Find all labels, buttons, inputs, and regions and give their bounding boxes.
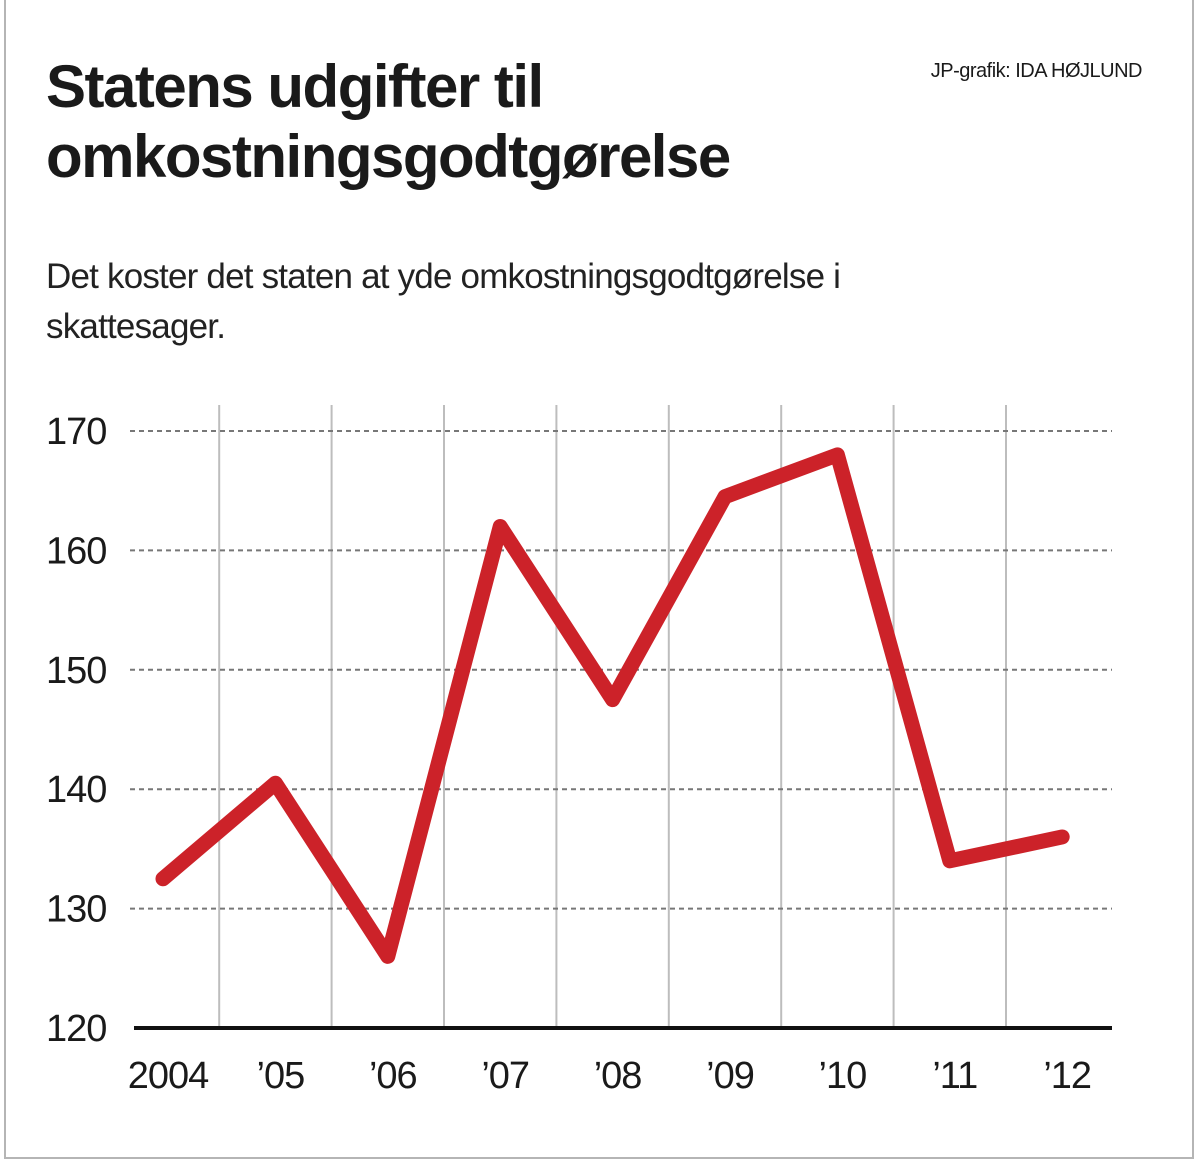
chart-frame [4,0,1194,1159]
series-group [155,447,1070,964]
series-line [155,447,1070,964]
y-tick-label: 150 [46,650,106,692]
x-tick-label: ’06 [369,1055,417,1097]
y-tick-label: 170 [46,411,106,453]
x-tick-label: ’11 [932,1055,977,1097]
y-tick-label: 160 [46,530,106,572]
x-tick-label: ’07 [481,1055,529,1097]
x-axis-tick-labels: 2004 ’05 ’06 ’07 ’08 ’09 ’10 ’11 ’12 [128,1055,1092,1097]
x-tick-label: ’08 [594,1055,642,1097]
x-tick-label: ’10 [819,1055,867,1097]
x-tick-label: ’12 [1043,1055,1091,1097]
x-tick-label: ’05 [257,1055,305,1097]
vertical-gridlines [218,405,1007,1028]
chart-subtitle: Det koster det staten at yde omkostnings… [46,257,841,346]
graphic-credit: JP-grafik: IDA HØJLUND [930,60,1143,82]
y-tick-label: 140 [46,769,106,811]
y-axis-tick-labels: 120 130 140 150 160 170 [46,411,107,1050]
y-tick-label: 130 [46,889,106,931]
page-title: Statens udgifter til omkostningsgodtgøre… [46,53,731,190]
x-tick-label: ’09 [706,1055,754,1097]
y-tick-label: 120 [46,1008,106,1050]
x-tick-label: 2004 [128,1055,209,1097]
